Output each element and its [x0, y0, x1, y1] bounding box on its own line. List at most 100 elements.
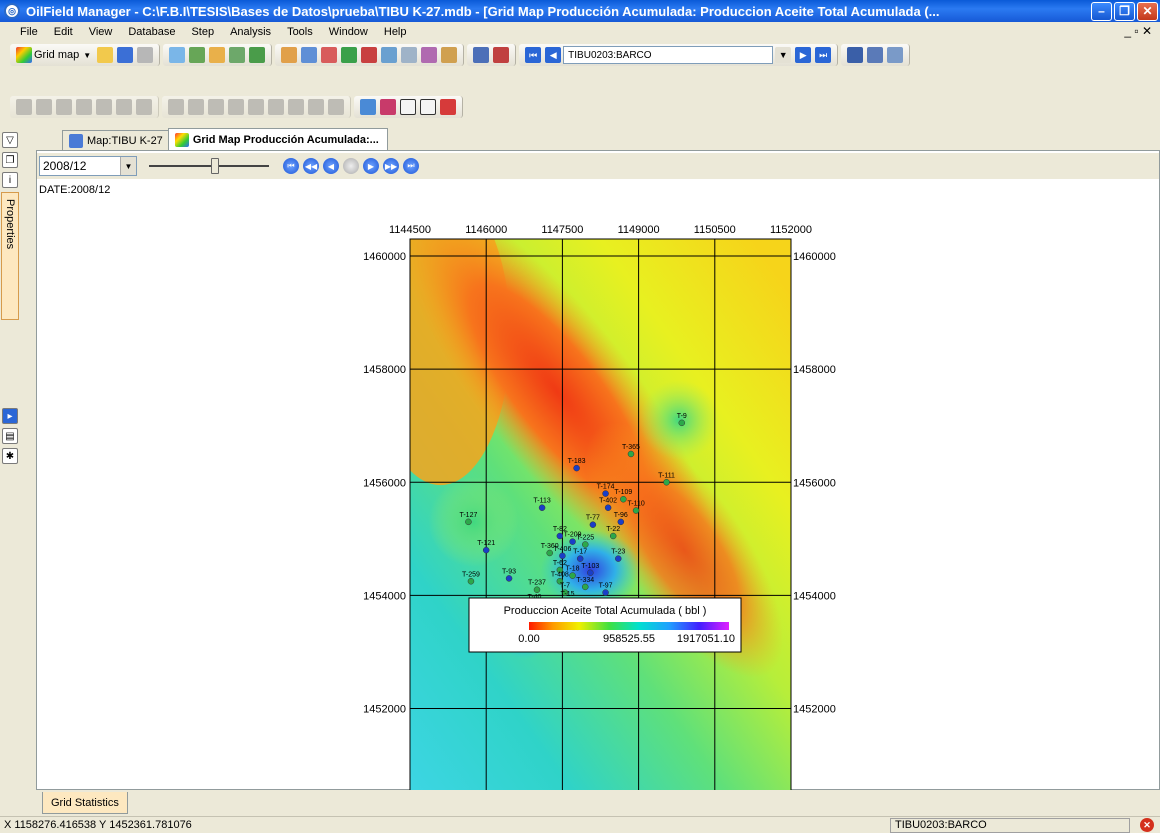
well-marker[interactable] — [569, 572, 576, 579]
close-button[interactable]: ✕ — [1137, 1, 1158, 21]
map-icon[interactable] — [189, 47, 206, 63]
chevron-down-icon[interactable]: ▼ — [120, 157, 136, 175]
menu-window[interactable]: Window — [328, 26, 368, 38]
grid-map-canvas[interactable]: 1144500114450011460001146000114750011475… — [37, 151, 1160, 791]
well-marker[interactable] — [573, 464, 580, 472]
stop-icon[interactable] — [343, 158, 359, 174]
stacked-icon[interactable] — [440, 99, 456, 115]
compass-icon[interactable]: ✱ — [2, 448, 18, 464]
well-marker[interactable] — [627, 450, 635, 458]
maximize-button[interactable]: ❐ — [1114, 1, 1135, 21]
well-marker[interactable] — [620, 495, 627, 503]
sum-icon[interactable] — [400, 99, 416, 115]
well-marker[interactable] — [561, 589, 569, 596]
save-icon[interactable] — [117, 47, 134, 63]
next-well-icon[interactable]: ▶ — [795, 47, 812, 63]
well-marker[interactable] — [617, 518, 625, 526]
menu-file[interactable]: File — [20, 26, 38, 38]
cross-icon[interactable] — [493, 47, 510, 63]
well-marker[interactable] — [482, 546, 490, 554]
well-marker[interactable] — [582, 541, 589, 548]
properties-tab[interactable]: Properties — [1, 192, 19, 320]
well-marker[interactable] — [538, 504, 546, 511]
well-marker[interactable] — [533, 586, 541, 593]
menu-database[interactable]: Database — [128, 26, 176, 38]
first-step-icon[interactable]: ⏮ — [283, 158, 299, 174]
well-marker[interactable] — [556, 566, 564, 574]
matrix-icon[interactable] — [381, 47, 398, 63]
dropdown-arrow-icon[interactable]: ▼ — [83, 50, 92, 60]
filter-icon[interactable] — [441, 47, 458, 63]
menu-tools[interactable]: Tools — [287, 26, 313, 38]
well-marker[interactable] — [602, 589, 609, 596]
filter-icon[interactable]: ▽ — [2, 132, 18, 148]
menu-analysis[interactable]: Analysis — [230, 26, 272, 38]
minimize-button[interactable]: – — [1091, 1, 1112, 21]
well-marker[interactable] — [576, 555, 584, 562]
last-step-icon[interactable]: ⏭ — [403, 158, 419, 174]
grid-map-icon[interactable] — [16, 47, 32, 63]
spreadsheet-icon[interactable] — [867, 47, 884, 63]
hash-icon[interactable] — [421, 47, 438, 63]
prev-well-icon[interactable]: ◀ — [545, 47, 562, 63]
last-well-icon[interactable]: ⏭ — [815, 47, 832, 63]
well-marker[interactable] — [663, 479, 670, 486]
info-icon[interactable]: i — [2, 172, 18, 188]
well-marker[interactable] — [505, 575, 513, 582]
well-marker[interactable] — [569, 538, 576, 545]
tab-map[interactable]: Map:TIBU K-27 — [62, 130, 172, 150]
mdi-controls[interactable]: _ ▫ ✕ — [1124, 24, 1152, 38]
line-plot-icon[interactable] — [360, 99, 376, 115]
open-folder-icon[interactable] — [97, 47, 114, 63]
plot-icon[interactable] — [321, 47, 338, 63]
menu-edit[interactable]: Edit — [53, 26, 73, 38]
gridmap-label[interactable]: Grid map — [34, 49, 80, 61]
well-marker[interactable] — [632, 507, 640, 514]
first-well-icon[interactable]: ⏮ — [525, 47, 542, 63]
grid-icon[interactable] — [341, 47, 358, 63]
well-marker[interactable] — [546, 549, 553, 557]
area-plot-icon[interactable] — [380, 99, 396, 115]
bubble-icon[interactable] — [361, 47, 378, 63]
step-forward-icon[interactable]: ▶▶ — [383, 158, 399, 174]
sigma-icon[interactable] — [473, 47, 490, 63]
slider-thumb[interactable] — [211, 158, 219, 174]
well-marker[interactable] — [467, 578, 475, 585]
error-icon[interactable]: ✕ — [1140, 818, 1154, 832]
date-selector[interactable]: 2008/12 ▼ — [39, 156, 137, 176]
mean-icon[interactable] — [420, 99, 436, 115]
well-marker[interactable] — [559, 552, 566, 560]
table-icon[interactable] — [301, 47, 318, 63]
well-marker[interactable] — [582, 583, 589, 591]
step-back-icon[interactable]: ◀◀ — [303, 158, 319, 174]
grid-statistics-tab[interactable]: Grid Statistics — [42, 792, 128, 814]
well-marker[interactable] — [615, 555, 622, 562]
well-marker[interactable] — [465, 518, 472, 526]
refresh-icon[interactable] — [249, 47, 266, 63]
play-back-icon[interactable]: ◀ — [323, 158, 339, 174]
date-slider[interactable] — [149, 156, 269, 176]
well-dropdown-icon[interactable]: ▼ — [775, 47, 792, 63]
pan-icon[interactable] — [209, 47, 226, 63]
well-marker[interactable] — [678, 419, 686, 427]
cv-icon[interactable] — [887, 47, 904, 63]
windows-icon[interactable]: ▤ — [2, 428, 18, 444]
well-marker[interactable] — [556, 532, 564, 540]
zoom-icon[interactable] — [169, 47, 186, 63]
window-icon[interactable] — [847, 47, 864, 63]
menu-help[interactable]: Help — [383, 26, 407, 38]
layers-icon[interactable] — [229, 47, 246, 63]
well-marker[interactable] — [609, 532, 617, 540]
well-marker[interactable] — [556, 578, 564, 585]
tab-grid-map[interactable]: Grid Map Producción Acumulada:... — [167, 128, 388, 150]
bars-icon[interactable] — [401, 47, 418, 63]
well-selector[interactable]: TIBU0203:BARCO — [563, 46, 774, 64]
copy-icon[interactable]: ❐ — [2, 152, 18, 168]
print-icon[interactable] — [137, 47, 154, 63]
menu-step[interactable]: Step — [191, 26, 215, 38]
well-marker[interactable] — [589, 521, 597, 528]
panel-toggle-icon[interactable]: ▸ — [2, 408, 18, 424]
well-marker[interactable] — [587, 569, 594, 577]
play-icon[interactable]: ▶ — [363, 158, 379, 174]
well-marker[interactable] — [604, 504, 612, 511]
